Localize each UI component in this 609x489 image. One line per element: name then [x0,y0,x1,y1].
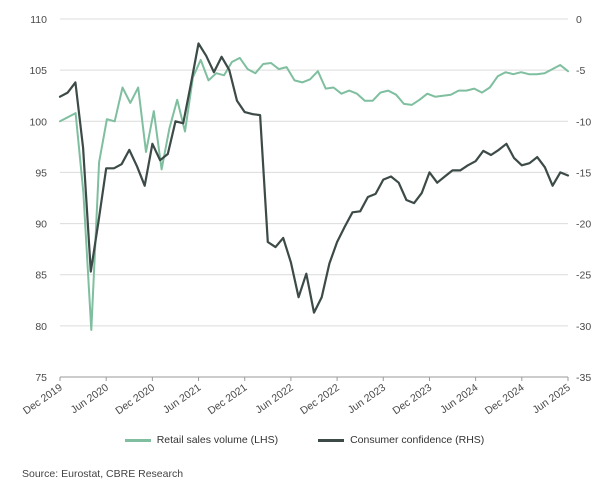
y-right-tick-label: 0 [576,14,582,26]
gridlines [60,18,568,378]
y-left-tick-label: 85 [35,270,47,282]
y-left-tick-label: 100 [29,116,47,128]
x-tick-label: Dec 2022 [298,382,342,418]
x-tick-label: Dec 2020 [113,382,157,418]
y-left-tick-label: 95 [35,167,47,179]
y-right-tick-label: -30 [576,321,591,333]
legend-label-consumer-confidence: Consumer confidence (RHS) [350,434,485,446]
right-axis: -35 -30 -25 -20 -15 -10 -5 0 [576,14,591,384]
consumer-confidence-line [58,42,570,314]
left-axis: 75 80 85 90 95 100 105 110 [29,14,47,384]
retail-sales-line [59,56,569,331]
y-right-tick-label: -10 [576,116,591,128]
legend-item-consumer-confidence[interactable]: Consumer confidence (RHS) [318,434,484,446]
x-axis: Dec 2019 Jun 2020 Dec 2020 Jun 2021 Dec 2021… [21,377,573,417]
x-tick-label: Jun 2021 [161,382,203,417]
y-right-tick-label: -5 [576,65,585,77]
y-right-tick-label: -20 [576,219,591,231]
source-note: Source: Eurostat, CBRE Research [22,468,184,480]
x-tick-label: Jun 2025 [530,382,572,417]
legend: Retail sales volume (LHS) Consumer confi… [0,434,609,446]
legend-swatch-consumer-confidence [318,438,345,442]
y-right-tick-label: -25 [576,270,591,282]
y-right-tick-label: -15 [576,167,591,179]
y-left-tick-label: 80 [35,321,47,333]
legend-label-retail-sales: Retail sales volume (LHS) [156,434,279,446]
legend-swatch-retail-sales [124,438,151,442]
x-tick-label: Dec 2023 [390,382,434,418]
y-left-tick-label: 90 [35,219,47,231]
y-right-tick-label: -35 [576,372,591,384]
legend-item-retail-sales[interactable]: Retail sales volume (LHS) [124,434,279,446]
x-tick-label: Dec 2019 [21,382,65,418]
x-tick-label: Dec 2024 [483,382,527,418]
series-layer [58,42,570,331]
x-tick-label: Jun 2020 [69,382,111,417]
y-left-tick-label: 110 [30,14,47,26]
x-tick-label: Dec 2021 [206,382,250,418]
x-tick-label: Jun 2024 [438,382,480,417]
y-left-tick-label: 75 [35,372,47,384]
y-left-tick-label: 105 [29,65,47,77]
x-tick-label: Jun 2022 [253,382,295,417]
x-tick-label: Jun 2023 [346,382,388,417]
line-chart: 75 80 85 90 95 100 105 110 -35 -30 -25 -20 -15 -10 -5… [21,14,591,417]
